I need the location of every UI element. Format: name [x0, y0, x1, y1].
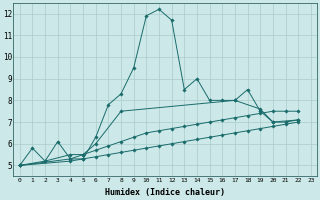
X-axis label: Humidex (Indice chaleur): Humidex (Indice chaleur) [105, 188, 225, 197]
